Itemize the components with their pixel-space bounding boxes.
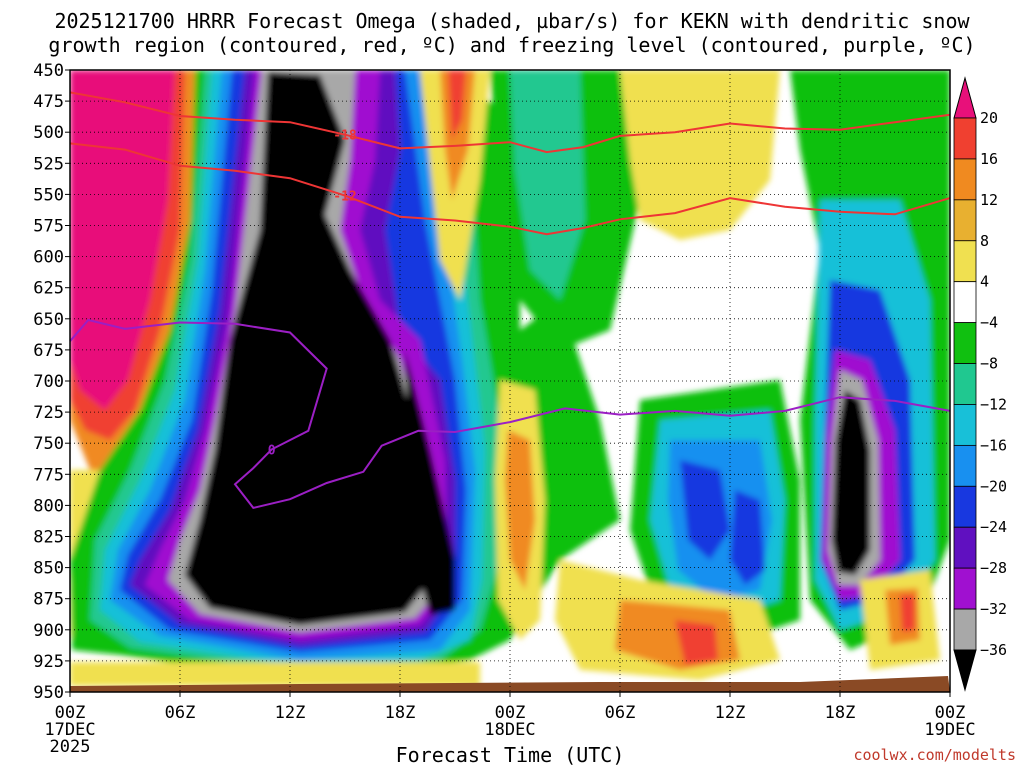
colorbar-level-label: −36 bbox=[980, 641, 1007, 659]
y-tick-label: 700 bbox=[33, 372, 64, 392]
mid-right-dark-blue bbox=[680, 460, 730, 560]
colorbar-swatch bbox=[953, 199, 977, 242]
colorbar-swatch bbox=[953, 444, 977, 487]
descent-black-spike bbox=[405, 350, 455, 615]
x-tick-label: 18Z bbox=[385, 703, 416, 723]
upper-right-yellow bbox=[620, 70, 780, 240]
y-tick-label: 950 bbox=[33, 683, 64, 703]
y-tick-label: 625 bbox=[33, 279, 64, 299]
x-tick-label: 12Z bbox=[275, 703, 306, 723]
y-tick-label: 500 bbox=[33, 123, 64, 143]
y-tick-label: 875 bbox=[33, 590, 64, 610]
dgz-contour bbox=[69, 91, 951, 154]
y-tick-label: 675 bbox=[33, 341, 64, 361]
y-tick-label: 775 bbox=[33, 465, 64, 485]
colorbar-level-label: 16 bbox=[980, 150, 998, 168]
x-tick-date-label: 19DEC bbox=[924, 720, 975, 740]
credit-text[interactable]: coolwx.com/modelts bbox=[853, 746, 1016, 764]
mid-right-dark-blue-2 bbox=[730, 490, 765, 585]
x-tick-date-label: 18DEC bbox=[484, 720, 535, 740]
x-tick-label: 06Z bbox=[165, 703, 196, 723]
y-tick-label: 825 bbox=[33, 528, 64, 548]
colorbar-level-label: −8 bbox=[980, 355, 998, 373]
contours: -18 -12 0 bbox=[69, 91, 951, 510]
y-tick-label: 575 bbox=[33, 217, 64, 237]
colorbar-swatch bbox=[953, 117, 977, 160]
y-tick-label: 525 bbox=[33, 154, 64, 174]
y-tick-label: 750 bbox=[33, 434, 64, 454]
upper-red-cell bbox=[448, 70, 466, 140]
colorbar-level-label: 12 bbox=[980, 191, 998, 209]
colorbar: 20 16 12 8 4 −4 −8 −12 −16 −20 −24 −28 −32 −36 bbox=[953, 76, 1007, 692]
colorbar-level-label: −20 bbox=[980, 477, 1007, 495]
colorbar-level-label: 20 bbox=[980, 109, 998, 127]
colorbar-swatch bbox=[953, 240, 977, 283]
y-tick-label: 550 bbox=[33, 185, 64, 205]
colorbar-level-label: −28 bbox=[980, 559, 1007, 577]
chart-title-line-2: growth region (contoured, red, ºC) and f… bbox=[48, 33, 975, 57]
chart-title-line-1: 2025121700 HRRR Forecast Omega (shaded, … bbox=[54, 9, 970, 33]
low-red-right bbox=[900, 595, 915, 632]
y-tick-label: 900 bbox=[33, 621, 64, 641]
y-tick-label: 925 bbox=[33, 652, 64, 672]
y-tick-label: 650 bbox=[33, 310, 64, 330]
y-axis: 450 475 500 525 550 575 600 625 650 675 700 725 750 7… bbox=[33, 61, 70, 703]
colorbar-level-label: −4 bbox=[980, 314, 998, 332]
x-tick-label: 18Z bbox=[825, 703, 856, 723]
x-tick-label: 06Z bbox=[605, 703, 636, 723]
colorbar-swatch bbox=[953, 281, 977, 324]
low-red-center bbox=[675, 620, 718, 665]
terrain-strip bbox=[70, 676, 950, 692]
colorbar-swatch bbox=[953, 158, 977, 201]
colorbar-swatch bbox=[953, 526, 977, 569]
freezing-level-contour-label: 0 bbox=[268, 443, 276, 458]
dgz-contour-label: -12 bbox=[333, 190, 356, 205]
y-tick-label: 800 bbox=[33, 496, 64, 516]
freezing-level-contour bbox=[69, 318, 951, 510]
x-tick-label: 00Z bbox=[935, 703, 966, 723]
x-tick-date-label: 17DEC bbox=[44, 720, 95, 740]
x-tick-label: 00Z bbox=[55, 703, 86, 723]
grid bbox=[69, 69, 951, 693]
y-tick-label: 475 bbox=[33, 92, 64, 112]
y-tick-label: 600 bbox=[33, 248, 64, 268]
y-tick-label: 450 bbox=[33, 61, 64, 81]
colorbar-bottom-arrow bbox=[953, 649, 977, 692]
y-tick-label: 725 bbox=[33, 403, 64, 423]
colorbar-level-label: 4 bbox=[980, 273, 989, 291]
dgz-contour bbox=[69, 142, 951, 236]
colorbar-swatch bbox=[953, 363, 977, 405]
upward-omega-pink bbox=[70, 70, 175, 410]
colorbar-level-label: −24 bbox=[980, 518, 1007, 536]
omega-shading bbox=[70, 70, 950, 686]
colorbar-swatch bbox=[953, 567, 977, 610]
surface-yellow-band bbox=[70, 662, 480, 686]
x-tick-label: 12Z bbox=[715, 703, 746, 723]
x-tick-label: 00Z bbox=[495, 703, 526, 723]
upper-orange-cell bbox=[440, 70, 475, 200]
colorbar-swatch bbox=[953, 485, 977, 528]
plot-area bbox=[70, 70, 950, 692]
colorbar-swatch bbox=[953, 404, 977, 446]
colorbar-swatch bbox=[953, 608, 977, 651]
colorbar-level-label: −12 bbox=[980, 395, 1007, 413]
dgz-contour-label: -18 bbox=[333, 129, 357, 144]
y-tick-label: 850 bbox=[33, 559, 64, 579]
x-tick-year-label: 2025 bbox=[50, 737, 91, 757]
colorbar-level-label: −32 bbox=[980, 600, 1007, 618]
x-axis-title: Forecast Time (UTC) bbox=[396, 743, 625, 767]
low-orange-left bbox=[505, 430, 535, 590]
colorbar-level-label: −16 bbox=[980, 436, 1007, 454]
colorbar-swatch bbox=[953, 322, 977, 364]
midlevel-teal-plume bbox=[510, 70, 585, 300]
colorbar-top-arrow bbox=[953, 76, 977, 119]
right-black bbox=[832, 390, 870, 575]
colorbar-level-label: 8 bbox=[980, 232, 989, 250]
